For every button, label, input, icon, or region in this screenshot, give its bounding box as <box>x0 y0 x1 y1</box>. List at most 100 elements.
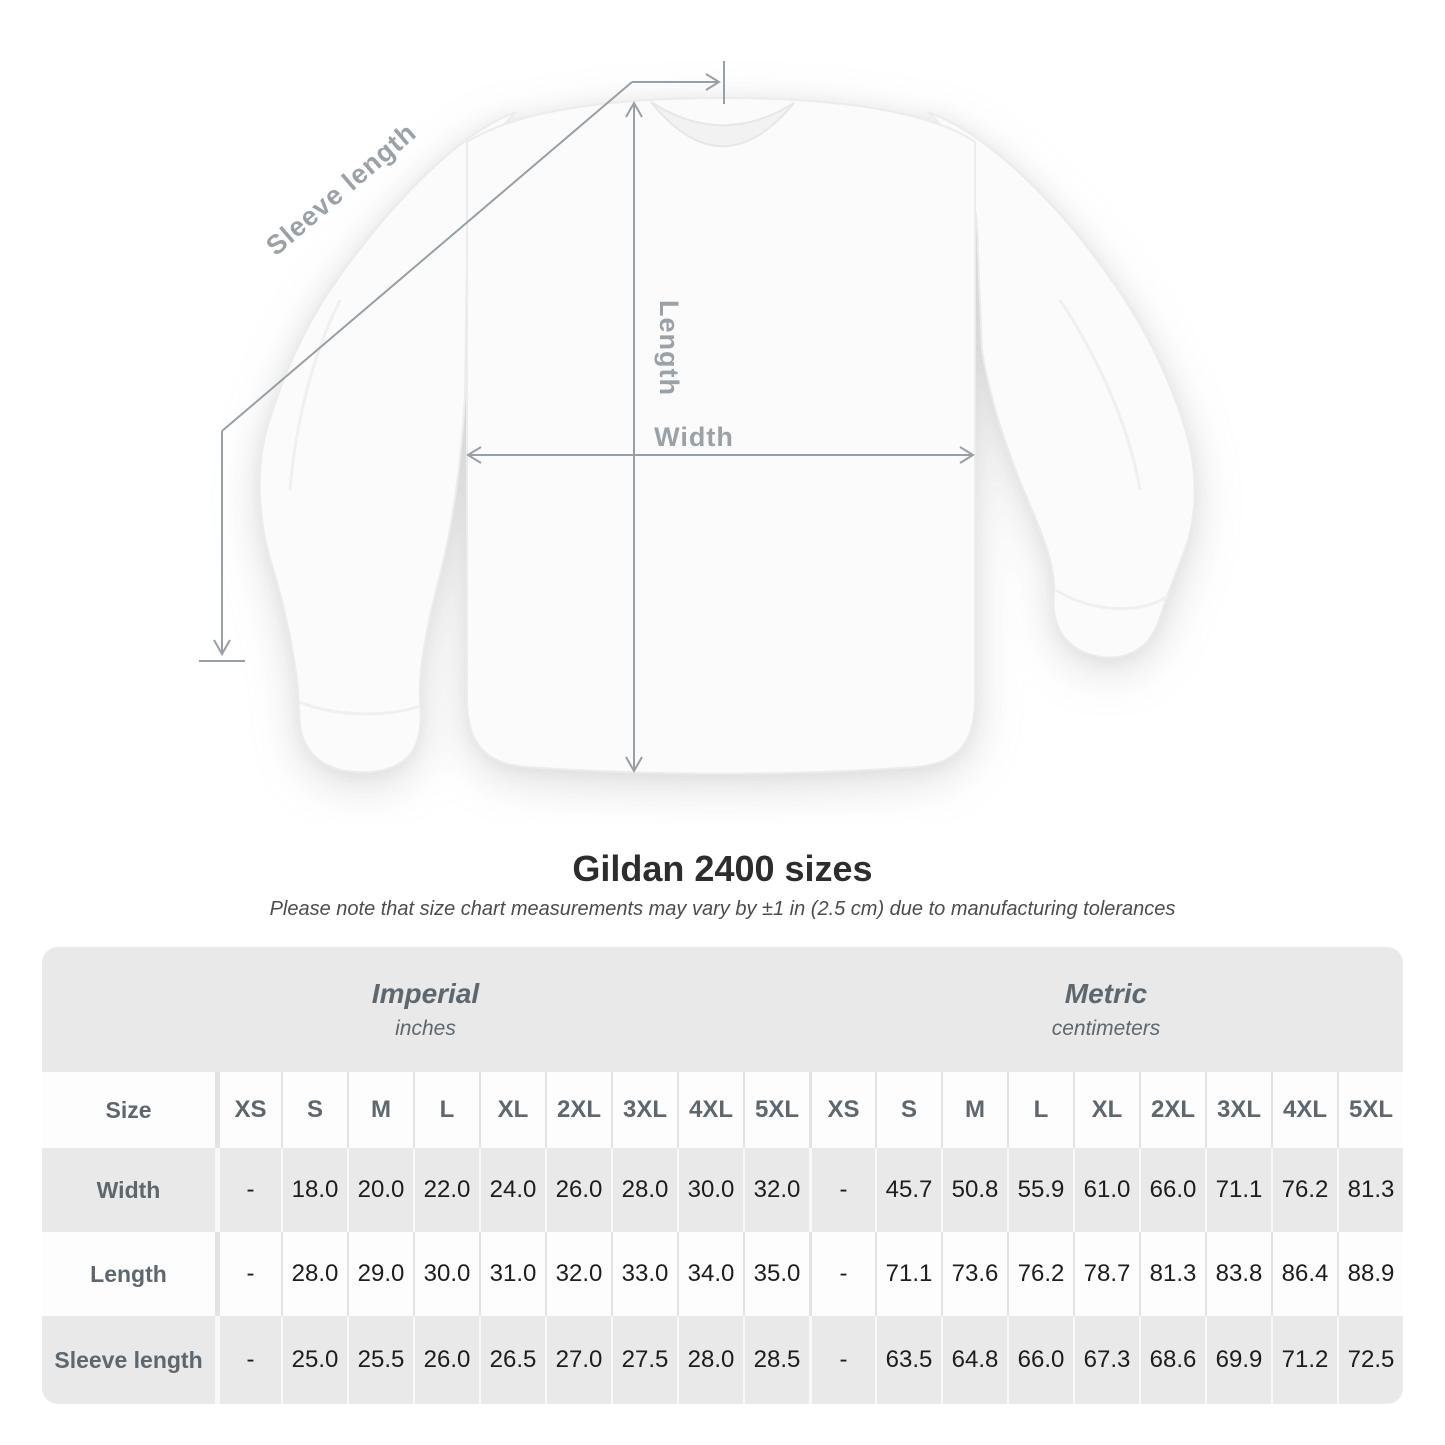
table-cell: 31.0 <box>479 1232 545 1316</box>
sleeve-arrowhead-right <box>705 73 721 91</box>
table-cell: 34.0 <box>677 1232 743 1316</box>
table-cell: 26.0 <box>545 1148 611 1232</box>
table-cell: 66.0 <box>1007 1316 1073 1404</box>
shirt-right-sleeve <box>927 111 1196 659</box>
table-cell: 30.0 <box>413 1232 479 1316</box>
length-row: Length - 28.0 29.0 30.0 31.0 32.0 33.0 3… <box>42 1232 1403 1316</box>
imperial-header: Imperial inches <box>42 947 809 1072</box>
size-col-header: 3XL <box>611 1072 677 1148</box>
table-cell: 25.5 <box>347 1316 413 1404</box>
shirt-measurement-figure: Sleeve length Length Width <box>199 61 1196 775</box>
table-cell: 27.5 <box>611 1316 677 1404</box>
table-cell: 66.0 <box>1139 1148 1205 1232</box>
table-cell: 28.0 <box>281 1232 347 1316</box>
table-cell: 78.7 <box>1073 1232 1139 1316</box>
table-cell: 28.5 <box>743 1316 809 1404</box>
length-arrowhead-down <box>625 756 643 774</box>
size-col-header: XL <box>1073 1072 1139 1148</box>
table-cell: 18.0 <box>281 1148 347 1232</box>
tolerance-note: Please note that size chart measurements… <box>269 898 1176 920</box>
right-sleeve-fold <box>1058 299 1142 491</box>
table-cell: 45.7 <box>875 1148 941 1232</box>
imperial-label: Imperial <box>371 978 480 1009</box>
metric-header: Metric centimeters <box>809 947 1403 1072</box>
table-cell: 28.0 <box>677 1316 743 1404</box>
shirt-collar <box>650 101 795 148</box>
table-cell: 22.0 <box>413 1148 479 1232</box>
table-cell: - <box>215 1232 281 1316</box>
metric-unit: centimeters <box>1051 1017 1161 1040</box>
table-cell: 61.0 <box>1073 1148 1139 1232</box>
shirt-body <box>466 96 976 775</box>
table-cell: 26.0 <box>413 1316 479 1404</box>
table-cell: 50.8 <box>941 1148 1007 1232</box>
long-sleeve-shirt-illustration <box>258 96 1196 775</box>
table-cell: - <box>809 1148 875 1232</box>
table-cell: 28.0 <box>611 1148 677 1232</box>
left-sleeve-fold <box>288 299 342 491</box>
table-cell: 35.0 <box>743 1232 809 1316</box>
table-cell: 27.0 <box>545 1316 611 1404</box>
width-row: Width - 18.0 20.0 22.0 24.0 26.0 28.0 30… <box>42 1148 1403 1232</box>
size-col-header: L <box>1007 1072 1073 1148</box>
size-col-header: 2XL <box>545 1072 611 1148</box>
table-cell: 71.1 <box>875 1232 941 1316</box>
table-cell: - <box>215 1148 281 1232</box>
table-cell: 33.0 <box>611 1232 677 1316</box>
table-cell: 55.9 <box>1007 1148 1073 1232</box>
width-arrowhead-right <box>959 446 975 464</box>
sleeve-length-row: Sleeve length - 25.0 25.5 26.0 26.5 27.0… <box>42 1316 1403 1404</box>
page-title: Gildan 2400 sizes <box>572 848 873 889</box>
table-cell: 32.0 <box>743 1148 809 1232</box>
row-label: Width <box>96 1176 161 1203</box>
size-header-label: Size <box>105 1096 152 1123</box>
table-cell: 26.5 <box>479 1316 545 1404</box>
size-col-header: XS <box>809 1072 875 1148</box>
table-cell: 63.5 <box>875 1316 941 1404</box>
shirt-left-sleeve <box>258 111 517 774</box>
table-cell: 72.5 <box>1337 1316 1403 1404</box>
table-cell: 20.0 <box>347 1148 413 1232</box>
size-header-row: Size XS S M L XL 2XL 3XL 4XL 5XL XS S M … <box>42 1072 1403 1148</box>
table-cell: 73.6 <box>941 1232 1007 1316</box>
imperial-unit: inches <box>395 1017 456 1040</box>
sleeve-diagonal-segment <box>221 81 633 432</box>
table-cell: 68.6 <box>1139 1316 1205 1404</box>
size-col-header: 4XL <box>1271 1072 1337 1148</box>
table-cell: 83.8 <box>1205 1232 1271 1316</box>
length-arrowhead-up <box>625 100 643 118</box>
size-col-header: XL <box>479 1072 545 1148</box>
table-cell: 64.8 <box>941 1316 1007 1404</box>
size-col-header: S <box>875 1072 941 1148</box>
table-cell: 30.0 <box>677 1148 743 1232</box>
table-cell: 76.2 <box>1271 1148 1337 1232</box>
table-cell: 32.0 <box>545 1232 611 1316</box>
size-col-header: 4XL <box>677 1072 743 1148</box>
heading-block: Gildan 2400 sizes Please note that size … <box>0 849 1445 921</box>
table-cell: 24.0 <box>479 1148 545 1232</box>
table-cell: 67.3 <box>1073 1316 1139 1404</box>
size-col-header: M <box>941 1072 1007 1148</box>
size-col-header: 5XL <box>743 1072 809 1148</box>
row-label: Length <box>90 1260 167 1287</box>
length-label: Length <box>654 300 684 396</box>
size-col-header: 2XL <box>1139 1072 1205 1148</box>
table-cell: - <box>809 1316 875 1404</box>
unit-header-band: Imperial inches Metric centimeters <box>42 947 1403 1072</box>
table-cell: 86.4 <box>1271 1232 1337 1316</box>
table-cell: 29.0 <box>347 1232 413 1316</box>
row-label: Sleeve length <box>54 1346 203 1373</box>
size-col-header: L <box>413 1072 479 1148</box>
table-cell: 25.0 <box>281 1316 347 1404</box>
size-col-header: 5XL <box>1337 1072 1403 1148</box>
table-cell: 81.3 <box>1337 1148 1403 1232</box>
table-cell: 69.9 <box>1205 1316 1271 1404</box>
left-cuff-seam <box>299 700 420 716</box>
size-col-header: M <box>347 1072 413 1148</box>
table-cell: - <box>215 1316 281 1404</box>
size-col-header: 3XL <box>1205 1072 1271 1148</box>
sleeve-arrowhead-down <box>213 639 231 657</box>
size-col-header: XS <box>215 1072 281 1148</box>
table-cell: 71.1 <box>1205 1148 1271 1232</box>
size-chart-table: Imperial inches Metric centimeters Size … <box>42 947 1403 1404</box>
